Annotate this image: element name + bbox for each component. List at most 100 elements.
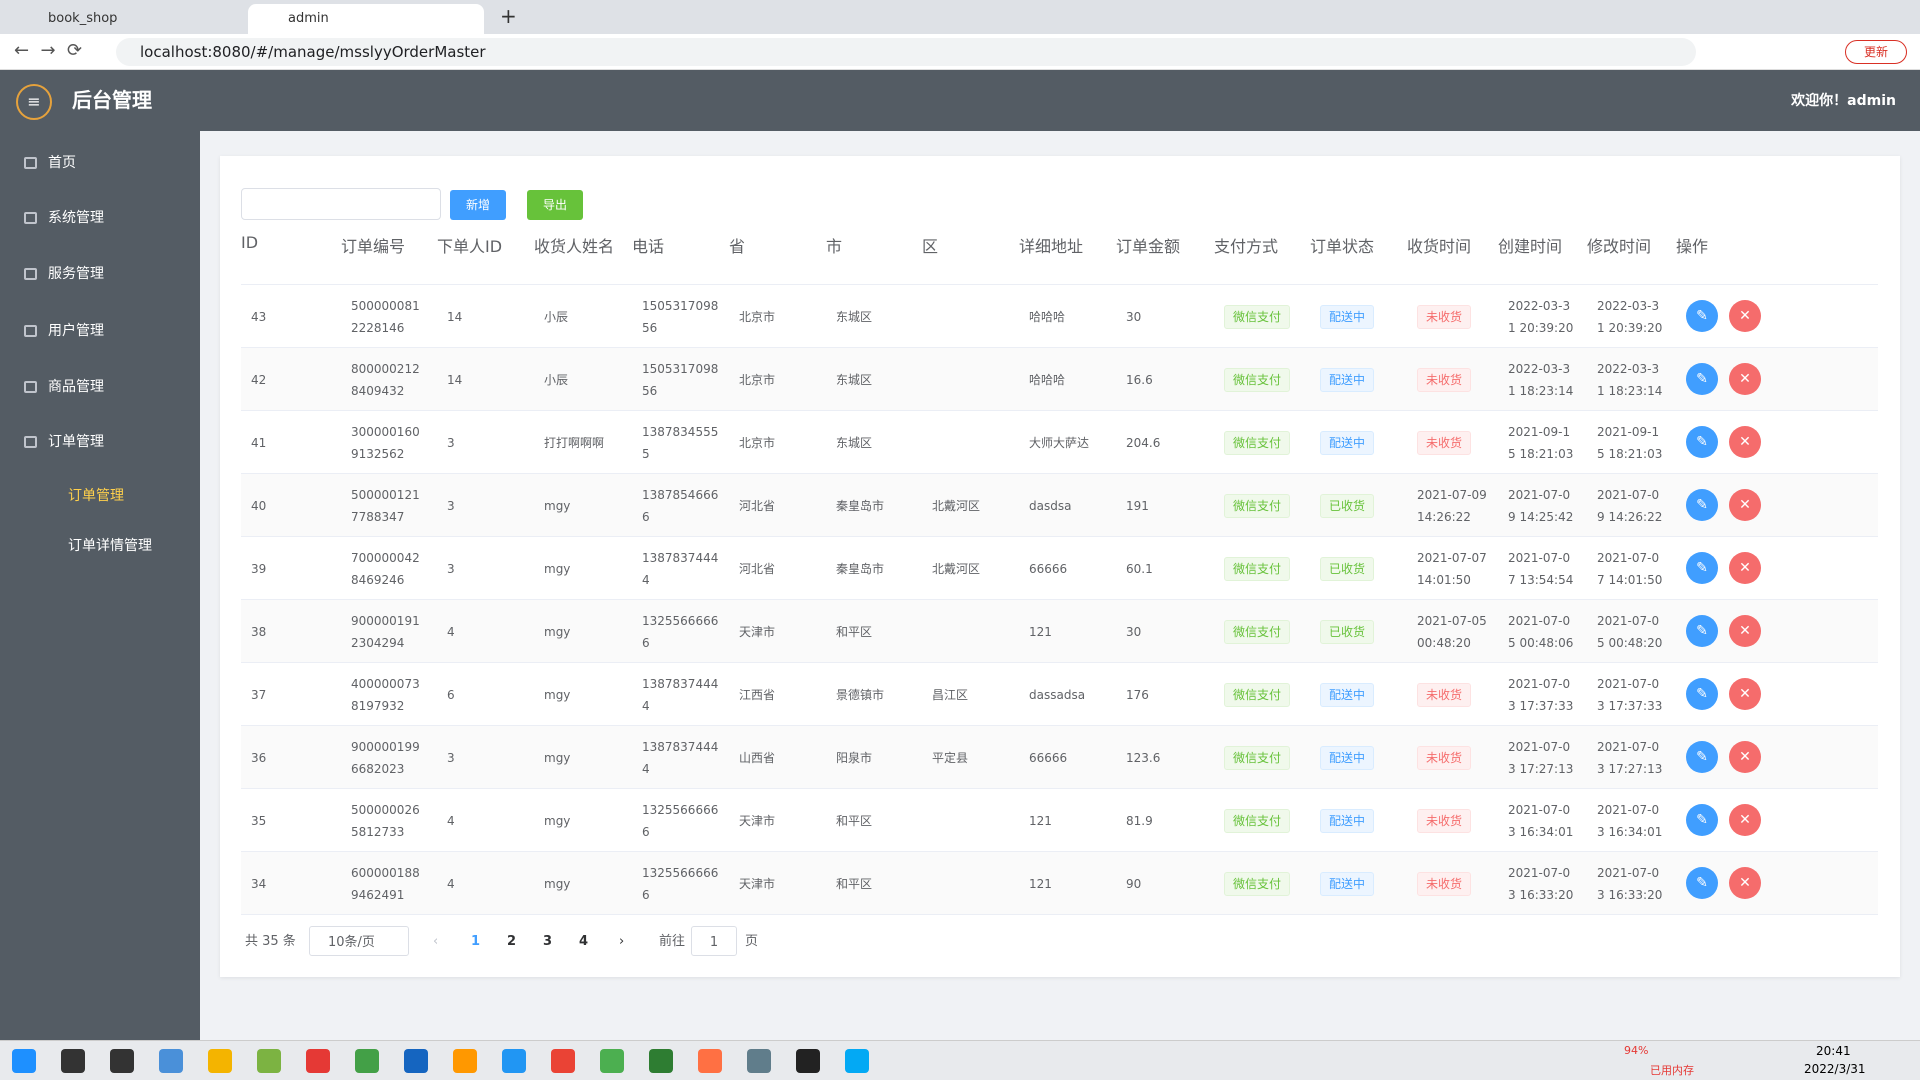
edit-button[interactable]: ✎ xyxy=(1686,615,1718,647)
taskbar-icon[interactable] xyxy=(12,1049,36,1073)
menu-item[interactable]: 系统管理 xyxy=(48,210,104,226)
table-cell: 微信支付 xyxy=(1214,852,1310,915)
submenu-item[interactable]: 订单详情管理 xyxy=(68,538,152,554)
taskbar-icon[interactable] xyxy=(698,1049,722,1073)
cell-text: 123.6 xyxy=(1126,750,1161,765)
page-number[interactable]: 2 xyxy=(507,934,517,949)
cell-text: 121 xyxy=(1029,624,1052,639)
taskbar-icon[interactable] xyxy=(110,1049,134,1073)
search-input[interactable] xyxy=(241,188,441,220)
tab[interactable]: admin xyxy=(248,4,484,34)
delete-button[interactable]: ✕ xyxy=(1729,363,1761,395)
taskbar-icon[interactable] xyxy=(404,1049,428,1073)
table-cell: 150531709856 xyxy=(632,285,729,348)
table-cell: 东城区 xyxy=(826,411,922,474)
taskbar-icon[interactable] xyxy=(747,1049,771,1073)
cell-text: 东城区 xyxy=(836,309,873,324)
taskbar-icon[interactable] xyxy=(600,1049,624,1073)
cell-text: 景德镇市 xyxy=(836,687,885,702)
column-header: 订单状态 xyxy=(1310,233,1407,285)
edit-button[interactable]: ✎ xyxy=(1686,552,1718,584)
page-number[interactable]: 4 xyxy=(579,934,589,949)
table-cell: 8000002128409432 xyxy=(341,348,437,411)
status-tag: 配送中 xyxy=(1320,367,1375,392)
greeting[interactable]: 欢迎你！admin xyxy=(1791,93,1896,109)
goto-input[interactable]: 1 xyxy=(691,926,737,956)
table-row xyxy=(241,663,1878,726)
table-cell: 4 xyxy=(437,789,534,852)
new-tab[interactable]: + xyxy=(500,4,517,28)
update-button[interactable]: 更新 xyxy=(1845,40,1907,64)
url[interactable]: localhost:8080/#/manage/msslyyOrderMaste… xyxy=(116,38,1696,66)
add-button[interactable]: 新增 xyxy=(450,190,506,220)
taskbar-icon[interactable] xyxy=(159,1049,183,1073)
delete-button[interactable]: ✕ xyxy=(1729,678,1761,710)
taskbar-icon[interactable] xyxy=(551,1049,575,1073)
menu-item[interactable]: 用户管理 xyxy=(48,323,104,339)
column-header: 订单编号 xyxy=(341,233,437,285)
table-cell: 66666 xyxy=(1019,537,1116,600)
menu-toggle[interactable]: ≡ xyxy=(16,84,52,120)
page-number[interactable]: 3 xyxy=(543,934,553,949)
cell-text: 4000000738197932 xyxy=(351,676,420,713)
nav-buttons[interactable]: ← → ⟳ xyxy=(14,40,83,61)
export-button[interactable]: 导出 xyxy=(527,190,583,220)
menu-item[interactable]: 订单管理 xyxy=(48,434,104,450)
table-cell: 平定县 xyxy=(922,726,1019,789)
taskbar-icon[interactable] xyxy=(355,1049,379,1073)
edit-button[interactable]: ✎ xyxy=(1686,300,1718,332)
delete-button[interactable]: ✕ xyxy=(1729,867,1761,899)
delete-button[interactable]: ✕ xyxy=(1729,489,1761,521)
app-header: ≡ 后台管理 欢迎你！admin xyxy=(0,70,1920,131)
edit-button[interactable]: ✎ xyxy=(1686,867,1718,899)
menu-item[interactable]: 服务管理 xyxy=(48,266,104,282)
prev-page[interactable]: ‹ xyxy=(433,934,439,949)
edit-button[interactable]: ✎ xyxy=(1686,363,1718,395)
taskbar-icon[interactable] xyxy=(649,1049,673,1073)
status-tag: 未收货 xyxy=(1417,304,1472,329)
cell-text: 37 xyxy=(251,687,267,702)
delete-button[interactable]: ✕ xyxy=(1729,615,1761,647)
delete-button[interactable]: ✕ xyxy=(1729,300,1761,332)
cell-text: 36 xyxy=(251,750,267,765)
table-cell: 2021-07-09 14:25:42 xyxy=(1498,474,1587,537)
page-size-select[interactable]: 10条/页 xyxy=(309,926,409,956)
taskbar-icon[interactable] xyxy=(796,1049,820,1073)
taskbar-icon[interactable] xyxy=(453,1049,477,1073)
table-cell: 9000001996682023 xyxy=(341,726,437,789)
taskbar-icon[interactable] xyxy=(208,1049,232,1073)
delete-button[interactable]: ✕ xyxy=(1729,741,1761,773)
edit-button[interactable]: ✎ xyxy=(1686,741,1718,773)
edit-button[interactable]: ✎ xyxy=(1686,489,1718,521)
status-tag: 微信支付 xyxy=(1224,808,1291,833)
cell-text: 北京市 xyxy=(739,372,776,387)
table-cell: 121 xyxy=(1019,852,1116,915)
taskbar-icon[interactable] xyxy=(61,1049,85,1073)
submenu-item[interactable]: 订单管理 xyxy=(68,488,124,504)
status-tag: 微信支付 xyxy=(1224,682,1291,707)
taskbar-icon[interactable] xyxy=(306,1049,330,1073)
tab[interactable]: book_shop xyxy=(48,11,118,26)
taskbar-icon[interactable] xyxy=(257,1049,281,1073)
edit-button[interactable]: ✎ xyxy=(1686,678,1718,710)
delete-button[interactable]: ✕ xyxy=(1729,552,1761,584)
menu-item[interactable]: 商品管理 xyxy=(48,379,104,395)
goto-prefix: 前往 xyxy=(659,934,686,949)
table-cell: 未收货 xyxy=(1407,663,1498,726)
next-page[interactable]: › xyxy=(619,934,625,949)
table-row xyxy=(241,852,1878,915)
column-header[interactable]: ID xyxy=(241,233,341,285)
delete-button[interactable]: ✕ xyxy=(1729,426,1761,458)
edit-button[interactable]: ✎ xyxy=(1686,426,1718,458)
table-cell: 配送中 xyxy=(1310,285,1407,348)
cell-text: mgy xyxy=(544,687,571,702)
table-cell: 和平区 xyxy=(826,852,922,915)
taskbar-icon[interactable] xyxy=(502,1049,526,1073)
edit-button[interactable]: ✎ xyxy=(1686,804,1718,836)
table-cell: 已收货 xyxy=(1310,600,1407,663)
delete-button[interactable]: ✕ xyxy=(1729,804,1761,836)
page-number[interactable]: 1 xyxy=(471,934,481,949)
table-cell: 2021-07-05 00:48:20 xyxy=(1587,600,1676,663)
taskbar-icon[interactable] xyxy=(845,1049,869,1073)
menu-item[interactable]: 首页 xyxy=(48,155,76,171)
